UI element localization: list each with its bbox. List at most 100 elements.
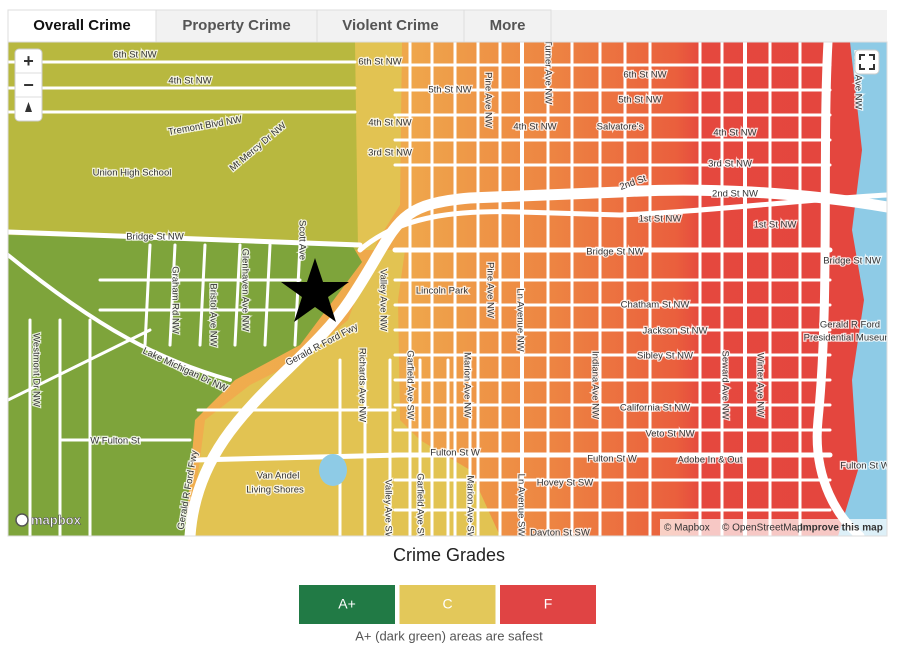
street-label: Bridge St NW <box>126 232 184 243</box>
street-label: Lincoln Park <box>416 286 469 297</box>
street-label: Van Andel <box>257 471 300 482</box>
attribution[interactable]: © Mapbox <box>664 523 710 534</box>
street-label: Seward Ave NW <box>719 351 730 420</box>
lake-michigan-dr <box>8 253 232 382</box>
street-label: Winter Ave NW <box>754 353 765 417</box>
zone-c <box>190 42 500 536</box>
street-label: Glenhaven Ave NW <box>239 249 250 332</box>
tab-label[interactable]: Violent Crime <box>342 17 438 34</box>
street-label: Hovey St SW <box>537 478 594 489</box>
street-label: Marion Ave NW <box>461 352 472 418</box>
street <box>233 243 242 347</box>
street-label: 6th St NW <box>358 57 401 68</box>
street-label: 1st St NW <box>754 220 797 231</box>
street-label: Fulton St W <box>840 461 890 472</box>
street-label: Chatham St NW <box>621 300 690 311</box>
legend-swatch <box>299 585 395 624</box>
street <box>8 328 152 402</box>
fullscreen-icon <box>859 54 875 70</box>
legend-swatch <box>500 585 596 624</box>
attribution[interactable]: © OpenStreetMap <box>722 523 803 534</box>
street-label: Fulton St W <box>430 448 480 459</box>
tab-label[interactable]: Property Crime <box>182 17 290 34</box>
street-label: Pine Ave NW <box>484 262 495 318</box>
street <box>198 243 207 347</box>
tab[interactable] <box>316 9 465 43</box>
tabs: Overall Crime Property Crime Violent Crime… <box>7 9 552 43</box>
street-label: Turner Ave NW <box>542 40 553 104</box>
roads <box>8 42 833 536</box>
street-label: W Fulton St <box>90 436 140 447</box>
street-label: Salvatore's <box>597 122 644 133</box>
zoom-out[interactable]: − <box>23 75 34 95</box>
street-label: Valley Ave SW <box>382 479 393 540</box>
street-label: 4th St NW <box>368 118 411 129</box>
tab-label[interactable]: Overall Crime <box>33 17 131 34</box>
street-label: 3rd St NW <box>368 148 412 159</box>
street-label: Graham Rd NW <box>169 266 180 334</box>
street-label: 3rd St NW <box>708 159 752 170</box>
legend-label: F <box>544 596 553 612</box>
compass[interactable] <box>25 102 32 112</box>
street-label: Bridge St NW <box>586 247 644 258</box>
street-label: 5th St NW <box>428 85 471 96</box>
mapbox-logo-icon <box>15 513 29 527</box>
street-label: Dayton St SW <box>530 528 590 539</box>
freeway <box>184 184 887 536</box>
zoom-in[interactable]: + <box>23 51 34 71</box>
street-label: 4th St NW <box>713 128 756 139</box>
tab-label[interactable]: More <box>490 17 526 34</box>
street-label: 4th St NW <box>168 76 211 87</box>
street-label: California St NW <box>620 403 690 414</box>
street-label: Jackson St NW <box>643 326 708 337</box>
tab[interactable] <box>155 9 318 43</box>
location-star <box>281 258 349 322</box>
riverside-freeway <box>812 42 865 536</box>
street <box>143 243 152 347</box>
street-label: Westmont Dr NW <box>30 333 41 407</box>
freeway-ramp <box>357 192 887 253</box>
legend-label: C <box>442 596 452 612</box>
map-border <box>7 41 888 537</box>
mapbox-logo[interactable]: mapbox <box>31 512 82 528</box>
street-label: 4th St NW <box>513 122 556 133</box>
street-label: 2nd St NW <box>712 189 758 200</box>
tab[interactable] <box>7 9 157 43</box>
street-label: Gerald R Ford <box>820 320 880 331</box>
street-label: Veto St NW <box>645 429 694 440</box>
street-label: Union High School <box>93 168 172 179</box>
street-label: Pine Ave NW <box>482 72 493 128</box>
legend-swatch <box>399 585 496 624</box>
street-label: Adobe In & Out <box>678 455 743 466</box>
street-label: 6th St NW <box>623 70 666 81</box>
street-label: Presidential Museum <box>804 333 893 344</box>
street-label: Garfield Ave SW <box>404 350 415 420</box>
street-label: Marion Ave SW <box>464 475 475 540</box>
street <box>8 229 363 248</box>
river <box>838 42 887 536</box>
street-label: Richards Ave NW <box>356 348 367 422</box>
street <box>263 243 272 347</box>
attribution-bg <box>660 519 887 536</box>
street-label: Garfield Ave SW <box>414 473 425 543</box>
street <box>168 243 177 347</box>
street-label: Sibley St NW <box>637 351 693 362</box>
street-label: Bridge St NW <box>823 256 881 267</box>
street-label: Scott Ave <box>296 220 307 260</box>
street-label: Ln Avenue NW <box>514 288 525 351</box>
street <box>293 243 302 347</box>
street-label: Valley Ave NW <box>377 269 388 331</box>
street-label: 1st St NW <box>639 214 682 225</box>
fullscreen-button[interactable] <box>854 49 880 75</box>
legend: A+ C F <box>299 585 596 624</box>
street <box>192 452 403 463</box>
street-label: 6th St NW <box>113 50 156 61</box>
pond <box>319 454 347 486</box>
street-label: Fulton St W <box>587 454 637 465</box>
legend-title: Crime Grades <box>393 545 505 565</box>
legend-label: A+ <box>338 596 356 612</box>
attribution[interactable]: Improve this map <box>800 523 883 534</box>
